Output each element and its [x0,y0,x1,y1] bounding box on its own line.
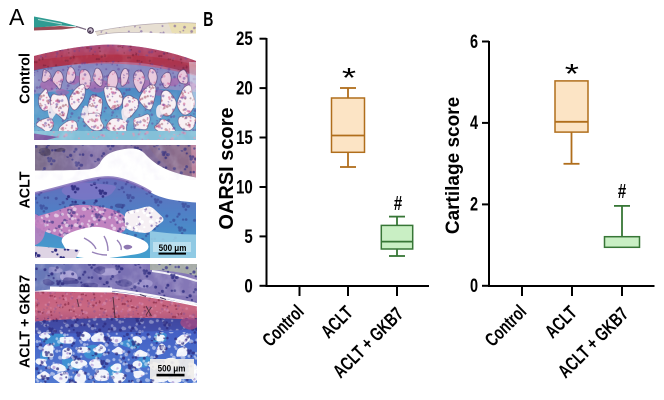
svg-text:A: A [9,4,25,30]
svg-text:2: 2 [470,194,478,215]
svg-text:4: 4 [470,112,478,133]
svg-text:6: 6 [470,31,478,52]
svg-text:500 μm: 500 μm [158,363,186,374]
svg-text:ACLT: ACLT [316,302,357,343]
svg-text:*: * [565,58,580,89]
svg-text:*: * [342,62,357,93]
svg-text:Control: Control [258,301,308,351]
svg-text:#: # [394,192,402,215]
svg-text:ACLT: ACLT [540,302,581,343]
svg-text:0: 0 [470,275,478,296]
svg-text:500 μm: 500 μm [159,242,187,253]
svg-text:5: 5 [244,225,253,247]
svg-text:Control: Control [481,301,531,351]
svg-text:#: # [618,180,626,203]
svg-text:20: 20 [236,77,253,99]
svg-text:10: 10 [236,176,253,198]
svg-text:25: 25 [236,27,253,49]
svg-text:Control: Control [18,53,34,104]
svg-text:Cartilage score: Cartilage score [443,97,464,234]
svg-text:ACLT: ACLT [18,171,34,208]
svg-text:B: B [203,7,213,30]
svg-text:ACLT + GKB7: ACLT + GKB7 [18,275,34,368]
svg-text:0: 0 [244,274,252,296]
svg-text:OARSI score: OARSI score [216,107,238,229]
svg-text:15: 15 [236,126,253,148]
